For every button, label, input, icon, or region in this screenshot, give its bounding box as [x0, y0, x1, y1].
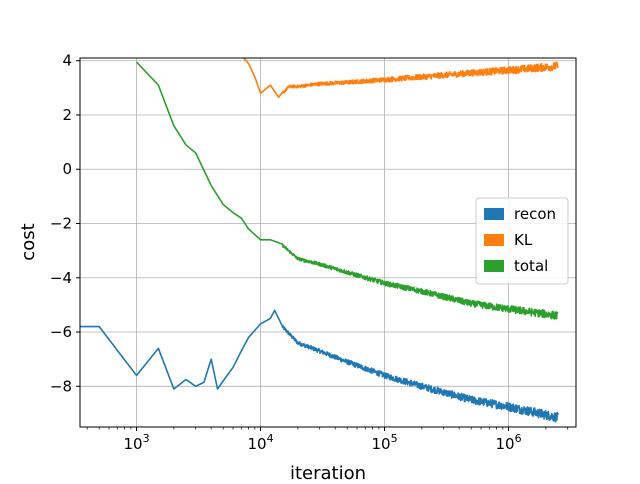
series-line-recon: [80, 309, 559, 423]
legend-label-total: total: [514, 257, 548, 275]
y-tick-label: −2: [50, 215, 72, 233]
y-tick-label: 4: [62, 52, 72, 70]
grid-lines: [80, 58, 576, 427]
y-tick-label: −8: [50, 377, 72, 395]
legend-label-recon: recon: [514, 205, 556, 223]
x-tick-label: 103: [123, 432, 149, 453]
x-tick-label: 106: [495, 432, 521, 453]
y-tick-label: 0: [62, 160, 72, 178]
y-tick-label: −6: [50, 323, 72, 341]
series-lines: [80, 58, 559, 423]
plot-frame: [79, 57, 577, 428]
y-axis-title: cost: [18, 223, 39, 260]
x-tick-label: 105: [371, 432, 397, 453]
legend-swatch-total: [484, 260, 504, 272]
y-tick-label: 2: [62, 106, 72, 124]
legend-label-kl: KL: [514, 231, 533, 249]
x-axis-ticks: 103 104 105 106: [86, 427, 569, 453]
series-line-total: [135, 61, 559, 320]
legend-swatch-recon: [484, 208, 504, 220]
y-axis-ticks: 4 2 0 −2 −4 −6 −8: [50, 52, 80, 395]
series-line-kl: [242, 58, 559, 99]
legend-swatch-kl: [484, 234, 504, 246]
legend: recon KL total: [475, 197, 569, 285]
x-tick-label: 104: [247, 432, 273, 453]
x-axis-title: iteration: [290, 463, 366, 480]
y-tick-label: −4: [50, 269, 72, 287]
